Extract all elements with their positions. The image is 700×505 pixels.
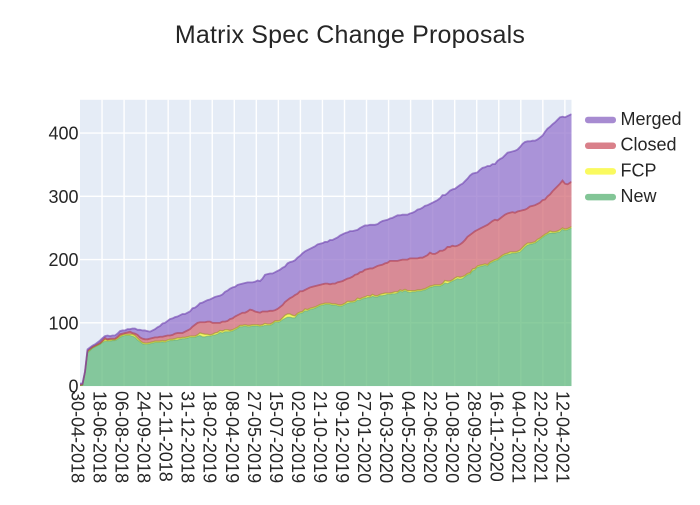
svg-text:06-08-2018: 06-08-2018 [112,391,132,483]
svg-text:04-01-2021: 04-01-2021 [508,391,528,483]
svg-text:24-09-2018: 24-09-2018 [134,391,154,483]
svg-text:FCP: FCP [621,160,657,180]
svg-text:02-09-2019: 02-09-2019 [288,391,308,483]
svg-text:0: 0 [68,377,78,397]
svg-text:16-11-2020: 16-11-2020 [486,391,506,482]
svg-text:21-10-2019: 21-10-2019 [310,391,330,483]
svg-text:04-05-2020: 04-05-2020 [398,391,418,483]
svg-text:Matrix Spec Change Proposals: Matrix Spec Change Proposals [175,21,525,49]
svg-text:22-06-2020: 22-06-2020 [420,391,440,483]
svg-text:200: 200 [48,250,78,270]
svg-text:400: 400 [48,124,78,144]
svg-text:Merged: Merged [621,109,682,129]
svg-text:30-04-2018: 30-04-2018 [68,391,88,483]
svg-text:27-01-2020: 27-01-2020 [354,391,374,483]
svg-text:12-11-2018: 12-11-2018 [156,391,176,482]
svg-text:16-03-2020: 16-03-2020 [376,391,396,483]
svg-text:10-08-2020: 10-08-2020 [442,391,462,483]
svg-text:09-12-2019: 09-12-2019 [332,391,352,483]
svg-text:300: 300 [48,187,78,207]
svg-text:08-04-2019: 08-04-2019 [222,391,242,483]
svg-text:12-04-2021: 12-04-2021 [552,391,572,483]
svg-text:22-02-2021: 22-02-2021 [530,391,550,483]
svg-text:New: New [621,186,658,206]
svg-text:28-09-2020: 28-09-2020 [464,391,484,483]
svg-text:31-12-2018: 31-12-2018 [178,391,198,483]
svg-text:18-06-2018: 18-06-2018 [90,391,110,483]
svg-text:27-05-2019: 27-05-2019 [244,391,264,483]
svg-text:100: 100 [48,313,78,333]
svg-text:Closed: Closed [621,135,677,155]
svg-text:15-07-2019: 15-07-2019 [266,391,286,483]
svg-text:18-02-2019: 18-02-2019 [200,391,220,483]
